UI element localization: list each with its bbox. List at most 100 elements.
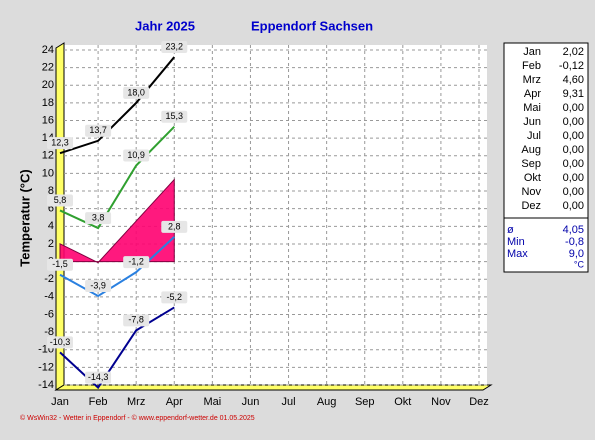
data-label: 12,3 — [51, 138, 69, 148]
data-label-box — [85, 371, 112, 384]
x-tick-label: Nov — [431, 396, 451, 408]
data-label-box — [161, 220, 188, 233]
line — [59, 306, 175, 390]
x-tick-label: Okt — [394, 396, 411, 408]
data-label: 23,2 — [166, 41, 184, 51]
footer: © WsWin32 - Wetter in Eppendorf - © www.… — [20, 414, 255, 422]
data-label-box — [161, 41, 188, 54]
table-month: Jan — [523, 46, 541, 58]
table-month: Jun — [523, 116, 541, 128]
data-label-box — [123, 256, 150, 269]
table-value: 4,60 — [563, 74, 584, 86]
data-label: 3,8 — [92, 212, 105, 222]
table-value: 0,00 — [563, 116, 584, 128]
data-label: -10,3 — [50, 337, 71, 347]
y-tick-label: 4 — [48, 220, 54, 232]
stat-name: Max — [507, 248, 528, 260]
table-value: 0,00 — [563, 186, 584, 198]
data-label-box — [123, 86, 150, 99]
table-month: Aug — [521, 144, 541, 156]
y-tick-label: 10 — [42, 167, 54, 179]
x-tick-label: Jan — [51, 396, 69, 408]
stat-name: Min — [507, 236, 525, 248]
table-month: Feb — [522, 60, 541, 72]
table-month: Apr — [524, 88, 541, 100]
table-value: 0,00 — [563, 144, 584, 156]
data-label: 13,7 — [89, 125, 107, 135]
table-value: 0,00 — [563, 158, 584, 170]
table-value: -0,12 — [559, 60, 584, 72]
y-tick-label: 2 — [48, 238, 54, 250]
data-label: -1,5 — [52, 259, 68, 269]
data-label: -1,2 — [128, 257, 144, 267]
stats-table — [503, 42, 589, 273]
data-label: 2,8 — [168, 221, 181, 231]
y-tick-label: 12 — [42, 150, 54, 162]
x-tick-label: Dez — [469, 396, 489, 408]
plot-area — [60, 45, 487, 385]
table-value: 9,31 — [563, 88, 584, 100]
y-tick-label: -12 — [38, 361, 54, 373]
table-month: Nov — [521, 186, 541, 198]
data-label: -3,9 — [90, 280, 106, 290]
table-month: Mrz — [523, 74, 541, 86]
y-tick-label: -2 — [44, 273, 54, 285]
line — [59, 125, 175, 230]
table-month: Dez — [521, 200, 541, 212]
stat-value: 9,0 — [569, 248, 584, 260]
data-label-box — [161, 291, 188, 304]
y-tick-label: 8 — [48, 185, 54, 197]
y-tick-label: 24 — [42, 44, 54, 56]
x-tick-label: Mrz — [127, 396, 145, 408]
table-value: 2,02 — [563, 46, 584, 58]
data-label: 18,0 — [127, 87, 145, 97]
table-month: Sep — [521, 158, 541, 170]
data-label: 15,3 — [166, 111, 184, 121]
data-label-box — [47, 194, 73, 207]
table-month: Mai — [523, 102, 541, 114]
y-tick-label: -8 — [44, 326, 54, 338]
chart-subtitle: Eppendorf Sachsen — [251, 18, 373, 33]
data-label-box — [47, 336, 73, 349]
table-value: 0,00 — [563, 172, 584, 184]
x-tick-label: Apr — [166, 396, 183, 408]
x-tick-label: Jul — [282, 396, 296, 408]
stat-value: -0,8 — [565, 236, 584, 248]
y-tick-label: -4 — [44, 291, 54, 303]
data-label: -7,8 — [128, 315, 144, 325]
chart-title: Jahr 2025 — [135, 18, 195, 33]
table-value: 0,00 — [563, 102, 584, 114]
x-tick-label: Jun — [242, 396, 260, 408]
stat-name: ø — [507, 224, 514, 236]
y-tick-label: 22 — [42, 62, 54, 74]
y-tick-label: -6 — [44, 308, 54, 320]
data-label-box — [123, 149, 150, 162]
data-label-box — [47, 137, 73, 150]
table-month: Jul — [527, 130, 541, 142]
table-value: 0,00 — [563, 200, 584, 212]
table-value: 0,00 — [563, 130, 584, 142]
data-label: 10,9 — [127, 150, 145, 160]
data-label-box — [161, 110, 188, 123]
x-tick-label: Sep — [355, 396, 375, 408]
line — [59, 56, 176, 155]
data-label: -5,2 — [167, 292, 183, 302]
data-label-box — [123, 314, 150, 327]
data-label: 5,8 — [54, 195, 67, 205]
x-tick-label: Aug — [317, 396, 337, 408]
data-label-box — [85, 212, 112, 225]
data-label: -14,3 — [88, 372, 109, 382]
x-tick-label: Mai — [203, 396, 221, 408]
data-label-box — [47, 258, 73, 271]
y-tick-label: -14 — [38, 379, 54, 391]
data-label-box — [85, 124, 112, 137]
data-label-box — [85, 279, 112, 292]
floor — [54, 384, 493, 391]
x-tick-label: Feb — [89, 396, 108, 408]
line — [59, 236, 175, 298]
y-tick-label: 20 — [42, 79, 54, 91]
stat-value: 4,05 — [563, 224, 584, 236]
y-tick-label: 18 — [42, 97, 54, 109]
y-axis-label: Temperatur (°C) — [17, 169, 32, 266]
